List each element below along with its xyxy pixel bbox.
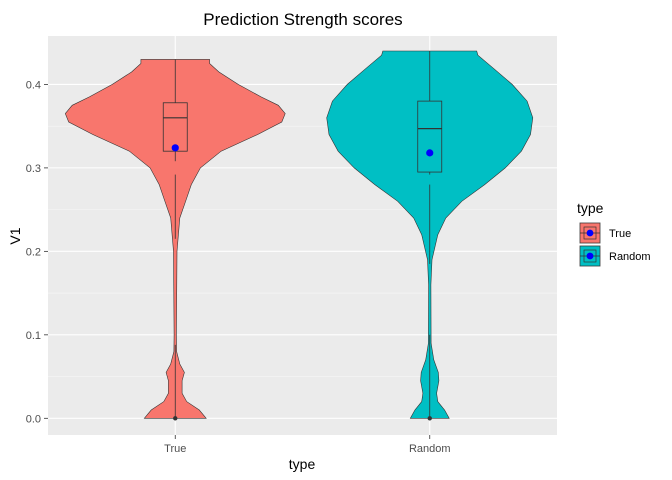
y-tick-label: 0.3 [26,163,41,175]
mean-point-random [426,149,434,157]
x-tick-label: Random [409,443,451,455]
y-tick-label: 0.1 [26,330,41,342]
legend-label-random: Random [609,251,651,263]
y-tick-label: 0.0 [26,413,41,425]
outlier-point-true [173,416,178,421]
y-axis: 0.0 0.1 0.2 0.3 0.4 [26,79,48,425]
box-random [417,100,443,173]
legend-mean-point-true [586,229,594,237]
box-true [162,102,188,152]
y-axis-title: V1 [7,227,23,244]
x-axis: True Random [164,435,451,455]
chart-title: Prediction Strength scores [203,10,402,29]
legend-keys: True Random [579,222,651,267]
legend-mean-point-random [586,252,594,260]
legend-label-true: True [609,228,631,240]
legend: type True Random [577,200,651,267]
mean-point-true [171,144,179,152]
boxplots-layer [162,51,443,421]
violin-true [64,59,286,419]
x-tick-label: True [164,443,186,455]
legend-title: type [577,200,604,216]
y-tick-label: 0.4 [26,79,41,91]
outlier-point-random [427,416,432,421]
x-axis-title: type [289,456,316,472]
y-tick-label: 0.2 [26,246,41,258]
